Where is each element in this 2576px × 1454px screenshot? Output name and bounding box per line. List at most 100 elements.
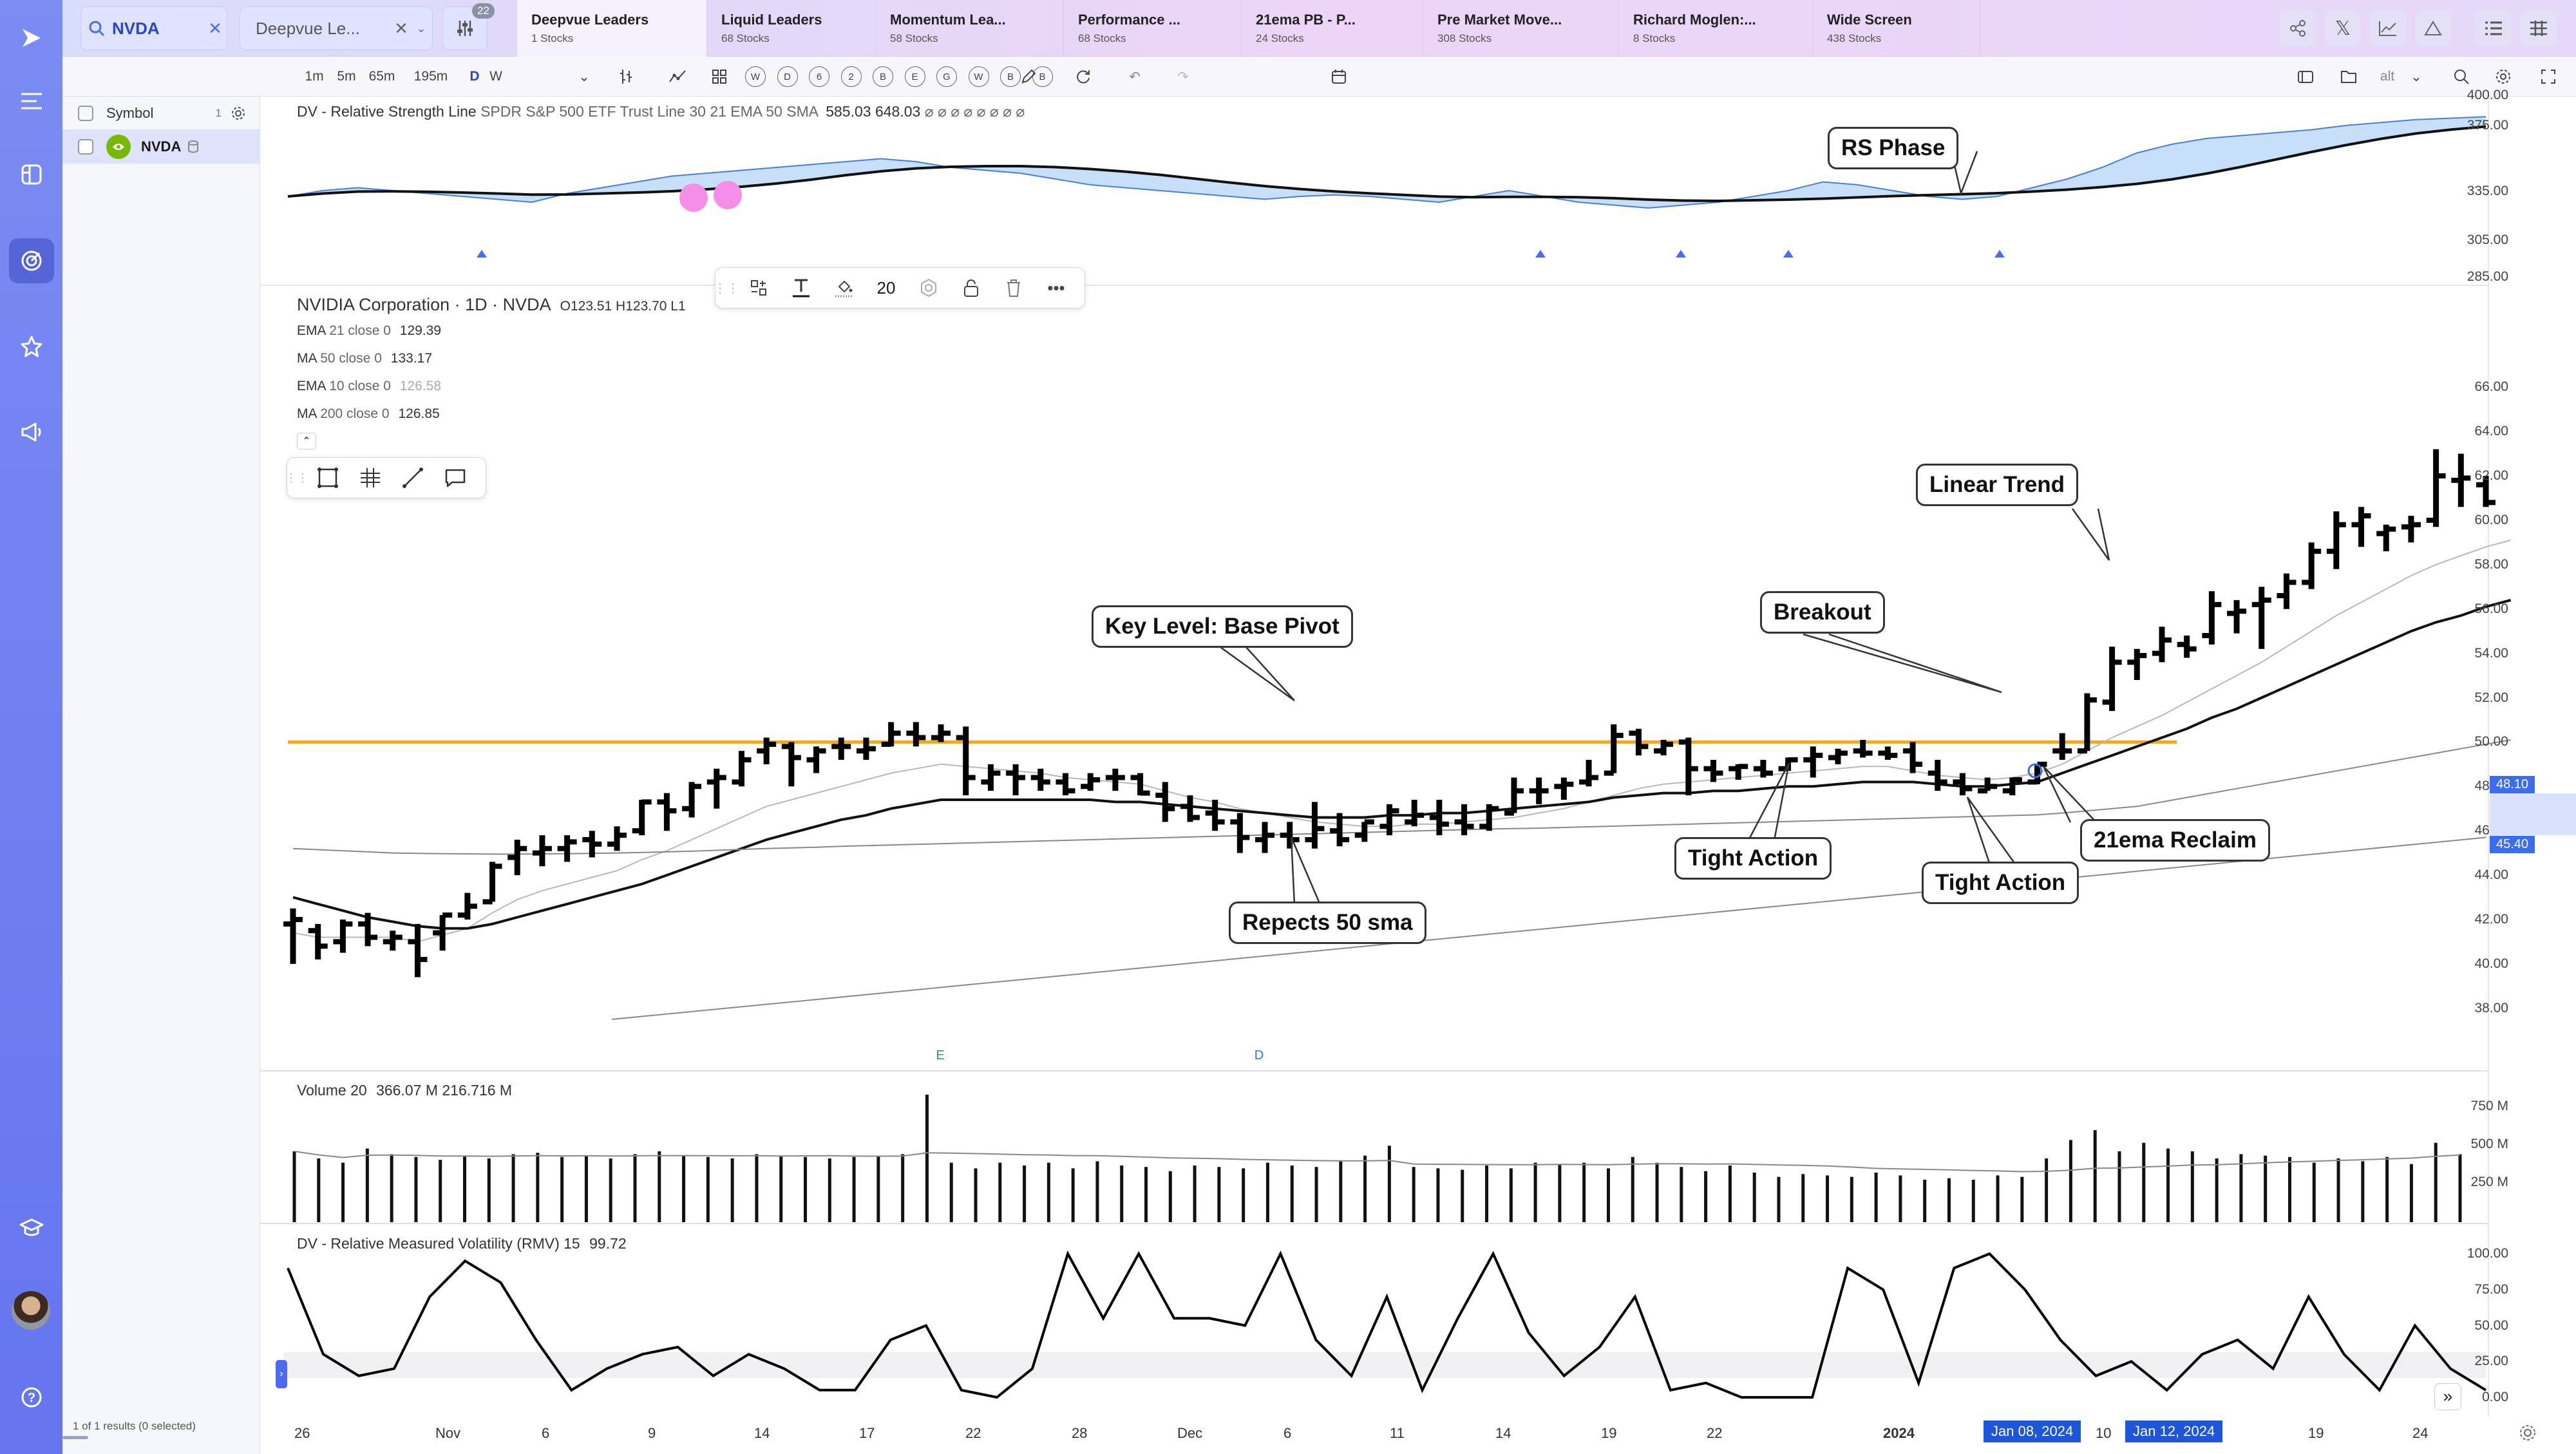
screenshot-icon[interactable] <box>2293 64 2318 89</box>
price-bar[interactable] <box>1927 759 1947 791</box>
annotation-callout[interactable]: Linear Trend <box>1916 464 2079 506</box>
price-bar[interactable] <box>557 835 577 862</box>
quick-interval-button[interactable]: B <box>1000 66 1021 87</box>
target-icon[interactable] <box>9 238 54 283</box>
price-bar[interactable] <box>1255 822 1275 853</box>
refresh-icon[interactable] <box>1070 64 1096 89</box>
price-bar[interactable] <box>1629 728 1649 756</box>
price-bar[interactable] <box>881 722 901 747</box>
timeframe-button[interactable]: 195m <box>413 69 448 84</box>
scroll-to-end-button[interactable]: » <box>2434 1383 2461 1410</box>
grid-view-icon[interactable] <box>2521 10 2557 46</box>
price-bar[interactable] <box>1479 804 1499 831</box>
watchlist-tab[interactable]: Performance ... 68 Stocks <box>1064 0 1242 57</box>
collapse-pane-handle[interactable]: › <box>276 1360 287 1388</box>
price-bar[interactable] <box>906 722 926 747</box>
price-bar[interactable] <box>383 930 402 951</box>
trend-line-tool-icon[interactable] <box>392 467 434 489</box>
price-bar[interactable] <box>2002 777 2022 796</box>
price-bar[interactable] <box>1654 739 1674 756</box>
price-bar[interactable] <box>2202 591 2222 645</box>
gear-icon[interactable] <box>2490 64 2516 89</box>
quick-interval-button[interactable]: E <box>904 66 925 87</box>
watchlist-tab[interactable]: Deepvue Leaders 1 Stocks <box>517 0 707 57</box>
price-bar[interactable] <box>1454 804 1474 836</box>
price-bar[interactable] <box>706 768 726 809</box>
font-size-selector[interactable]: 20 <box>876 278 896 297</box>
share-icon[interactable] <box>2280 10 2316 46</box>
fullscreen-icon[interactable] <box>2535 64 2561 89</box>
price-bar[interactable] <box>781 742 801 787</box>
quick-interval-button[interactable]: 2 <box>840 66 862 87</box>
price-bar[interactable] <box>1030 768 1050 791</box>
price-bar[interactable] <box>2351 507 2371 547</box>
price-bar[interactable] <box>1978 777 1998 794</box>
undo-icon[interactable]: ↶ <box>1129 69 1141 84</box>
price-bar[interactable] <box>1728 764 1748 780</box>
price-bar[interactable] <box>607 826 627 851</box>
price-bar[interactable] <box>308 923 328 959</box>
price-bar[interactable] <box>582 831 602 858</box>
gear-icon[interactable] <box>907 278 950 297</box>
price-bar[interactable] <box>757 737 777 764</box>
folder-icon[interactable] <box>2336 64 2362 89</box>
price-bar[interactable] <box>1056 773 1075 796</box>
price-bar[interactable] <box>806 746 826 773</box>
price-bar[interactable] <box>1105 768 1125 791</box>
indicator-row[interactable]: MA 200 close 0 126.85 <box>297 406 441 434</box>
annotation-callout[interactable]: 21ema Reclaim <box>2080 819 2270 862</box>
timeframe-button[interactable]: 65m <box>368 69 395 84</box>
price-bar[interactable] <box>2376 524 2396 552</box>
zoom-icon[interactable] <box>2448 64 2474 89</box>
close-icon[interactable]: ✕ <box>394 18 408 38</box>
price-bar[interactable] <box>1604 724 1624 776</box>
price-bar[interactable] <box>283 908 303 964</box>
price-bar[interactable] <box>532 835 552 867</box>
event-marker[interactable]: D <box>1255 1048 1264 1062</box>
avatar[interactable] <box>12 1291 50 1330</box>
price-bar[interactable] <box>1305 802 1325 849</box>
price-bar[interactable] <box>507 839 527 876</box>
megaphone-icon[interactable] <box>9 410 54 455</box>
line-chart-icon[interactable] <box>2370 10 2406 46</box>
quick-interval-button[interactable]: D <box>777 66 798 87</box>
more-icon[interactable]: ••• <box>1047 278 1065 297</box>
fill-color-icon[interactable] <box>822 278 865 298</box>
price-bar[interactable] <box>1853 739 1873 758</box>
price-bar[interactable] <box>2451 453 2471 507</box>
clear-icon[interactable]: ✕ <box>208 18 222 38</box>
price-bar[interactable] <box>433 912 453 951</box>
text-color-icon[interactable] <box>780 278 822 298</box>
redo-icon[interactable]: ↷ <box>1177 69 1189 84</box>
price-bar[interactable] <box>1205 799 1225 831</box>
price-bar[interactable] <box>1903 742 1923 773</box>
price-bar[interactable] <box>2476 476 2496 507</box>
comment-tool-icon[interactable] <box>434 467 477 489</box>
price-bar[interactable] <box>2302 542 2322 589</box>
price-bar[interactable] <box>457 892 477 920</box>
price-bar[interactable] <box>682 782 702 818</box>
price-bar[interactable] <box>1504 777 1524 816</box>
price-bar[interactable] <box>831 737 851 760</box>
filter-button[interactable]: 22 <box>442 3 495 50</box>
price-bar[interactable] <box>1230 813 1250 853</box>
price-bar[interactable] <box>1081 773 1101 791</box>
indicator-row[interactable]: EMA 10 close 0 126.58 <box>297 379 441 406</box>
bar-style-icon[interactable] <box>613 64 639 89</box>
x-logo-icon[interactable]: 𝕏 <box>2325 10 2361 46</box>
help-icon[interactable]: ? <box>9 1375 54 1420</box>
price-bar[interactable] <box>2102 647 2122 712</box>
price-bar[interactable] <box>1180 795 1200 822</box>
gear-icon[interactable] <box>2518 1423 2539 1444</box>
price-bar[interactable] <box>657 793 677 831</box>
alert-label[interactable]: alt <box>2380 69 2395 84</box>
price-bar[interactable] <box>1753 759 1773 778</box>
play-logo-icon[interactable] <box>9 15 54 61</box>
watchlist-tab[interactable]: Wide Screen 438 Stocks <box>1813 0 1980 57</box>
list-view-icon[interactable] <box>2476 10 2512 46</box>
settings-icon[interactable] <box>231 106 246 121</box>
price-bar[interactable] <box>981 764 1001 791</box>
price-bar[interactable] <box>2177 636 2197 658</box>
annotation-callout[interactable]: Repects 50 sma <box>1229 902 1426 944</box>
